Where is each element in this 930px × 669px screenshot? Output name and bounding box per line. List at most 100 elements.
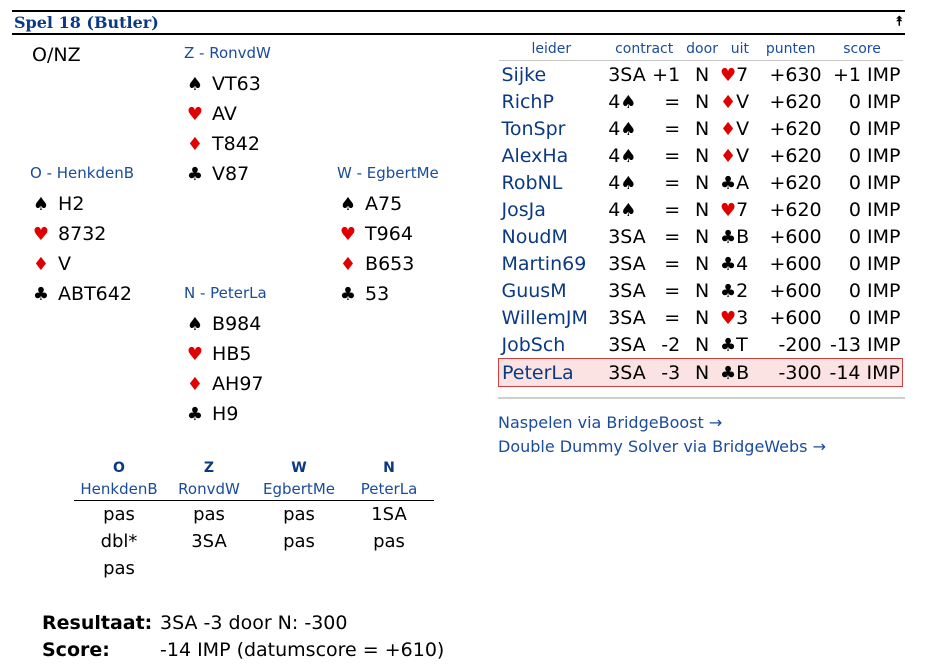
leader-link[interactable]: GuusM xyxy=(501,279,567,302)
club-icon: ♣ xyxy=(720,334,737,356)
lead-card: B xyxy=(736,225,750,248)
declarer-cell: N xyxy=(694,171,710,194)
lead-cell: ♦V xyxy=(720,142,760,169)
lead-card: 3 xyxy=(736,306,749,329)
score-row[interactable]: JosJa 4♠ = N ♥7 +620 0 IMP xyxy=(499,196,903,223)
contract-cell: 3SA = xyxy=(604,223,684,250)
lead-cell: ♣4 xyxy=(720,250,760,277)
contract-level: 3SA xyxy=(608,225,646,248)
score-cell: -13 IMP xyxy=(829,333,901,356)
east-hearts: T964 xyxy=(365,223,413,245)
score-row[interactable]: Sijke 3SA +1 N ♥7 +630 +1 IMP xyxy=(499,61,903,89)
west-clubs: ABT642 xyxy=(58,283,132,305)
club-icon: ♣ xyxy=(186,404,204,425)
declarer-cell: N xyxy=(694,225,710,248)
contract-result: = xyxy=(664,171,681,194)
bidding-table: O Z W N HenkdenB RonvdW EgbertMe PeterLa… xyxy=(74,458,434,582)
contract-result: = xyxy=(664,90,681,113)
points-cell: +600 xyxy=(769,306,822,329)
contract-level: 4 xyxy=(608,171,621,194)
points-cell: +600 xyxy=(769,225,822,248)
bid-cell: dbl* xyxy=(100,531,138,552)
north-hearts: AV xyxy=(212,103,237,125)
contract-level: 3SA xyxy=(608,361,646,384)
leader-link[interactable]: PeterLa xyxy=(498,358,605,387)
leader-link[interactable]: RobNL xyxy=(501,171,563,194)
bid-dir-o: O xyxy=(113,460,125,476)
contract-result: = xyxy=(664,252,681,275)
north-clubs: V87 xyxy=(212,163,250,185)
diamond-icon: ♦ xyxy=(720,91,737,113)
leader-link[interactable]: TonSpr xyxy=(501,117,566,140)
hand-north-title: Z - RonvdW xyxy=(184,44,271,62)
score-row[interactable]: RichP 4♠ = N ♦V +620 0 IMP xyxy=(499,88,903,115)
hand-east-title: W - EgbertMe xyxy=(337,164,439,182)
points-cell: -300 xyxy=(759,358,822,387)
points-cell: -200 xyxy=(778,333,822,356)
score-row[interactable]: WillemJM 3SA = N ♥3 +600 0 IMP xyxy=(499,304,903,331)
bid-cell: pas xyxy=(103,504,135,525)
leader-link[interactable]: WillemJM xyxy=(501,306,588,329)
leader-link[interactable]: AlexHa xyxy=(501,144,569,167)
heart-icon: ♥ xyxy=(32,224,50,245)
score-cell: 0 IMP xyxy=(848,306,901,329)
lead-card: T xyxy=(736,333,748,356)
diamond-icon: ♦ xyxy=(186,134,204,155)
contract-cell: 4♠ = xyxy=(604,88,684,115)
lead-cell: ♣B xyxy=(720,223,760,250)
lead-card: V xyxy=(736,90,750,113)
bid-cell xyxy=(164,555,254,582)
lead-card: B xyxy=(736,361,750,384)
result-label: Resultaat: xyxy=(42,612,153,634)
points-cell: +620 xyxy=(769,171,822,194)
declarer-cell: N xyxy=(694,63,710,86)
hand-south: N - PeterLa ♠ B984 ♥ HB5 ♦ AH97 ♣ H9 xyxy=(184,284,267,429)
diamond-icon: ♦ xyxy=(186,374,204,395)
double-chevron-up-icon[interactable]: ⯭ xyxy=(895,14,903,29)
lead-card: V xyxy=(736,117,750,140)
col-header-contract: contract xyxy=(604,38,685,61)
leader-link[interactable]: Sijke xyxy=(501,63,547,86)
score-row[interactable]: GuusM 3SA = N ♣2 +600 0 IMP xyxy=(499,277,903,304)
west-diamonds: V xyxy=(58,253,72,275)
score-cell: 0 IMP xyxy=(848,198,901,221)
lead-card: 7 xyxy=(736,198,749,221)
leader-link[interactable]: JobSch xyxy=(501,333,566,356)
score-row[interactable]: AlexHa 4♠ = N ♦V +620 0 IMP xyxy=(499,142,903,169)
contract-level: 4 xyxy=(608,198,621,221)
leader-link[interactable]: Martin69 xyxy=(501,252,587,275)
score-row[interactable]: PeterLa 3SA -3 N ♣B -300 -14 IMP xyxy=(498,358,903,387)
score-row[interactable]: Martin69 3SA = N ♣4 +600 0 IMP xyxy=(499,250,903,277)
score-row[interactable]: TonSpr 4♠ = N ♦V +620 0 IMP xyxy=(499,115,903,142)
leader-link[interactable]: NoudM xyxy=(501,225,568,248)
heart-icon: ♥ xyxy=(186,344,204,365)
contract-cell: 3SA = xyxy=(604,277,684,304)
score-row[interactable]: JobSch 3SA -2 N ♣T -200 -13 IMP xyxy=(499,331,903,359)
leader-link[interactable]: JosJa xyxy=(501,198,546,221)
declarer-cell: N xyxy=(694,333,710,356)
points-cell: +620 xyxy=(769,198,822,221)
bid-row: pas xyxy=(74,555,434,582)
bid-cell: pas xyxy=(103,558,135,579)
declarer-cell: N xyxy=(694,279,710,302)
lead-cell: ♥7 xyxy=(720,61,760,89)
bridgeboost-link[interactable]: Naspelen via BridgeBoost → xyxy=(498,413,723,432)
score-cell: 0 IMP xyxy=(848,171,901,194)
bid-dir-n: N xyxy=(383,460,395,476)
score-row[interactable]: RobNL 4♠ = N ♣A +620 0 IMP xyxy=(499,169,903,196)
score-row[interactable]: NoudM 3SA = N ♣B +600 0 IMP xyxy=(499,223,903,250)
hand-west: O - HenkdenB ♠ H2 ♥ 8732 ♦ V ♣ ABT642 xyxy=(30,164,134,309)
lead-cell: ♦V xyxy=(720,88,760,115)
points-cell: +620 xyxy=(769,117,822,140)
contract-level: 3SA xyxy=(608,252,646,275)
spade-icon: ♠ xyxy=(620,199,637,221)
club-icon: ♣ xyxy=(720,280,737,302)
leader-link[interactable]: RichP xyxy=(501,90,554,113)
lead-cell: ♦V xyxy=(720,115,760,142)
bid-row: pas pas pas 1SA xyxy=(74,501,434,529)
result-value: 3SA -3 door N: -300 xyxy=(160,612,348,634)
contract-cell: 3SA = xyxy=(604,304,684,331)
double-dummy-solver-link[interactable]: Double Dummy Solver via BridgeWebs → xyxy=(498,437,827,456)
contract-level: 3SA xyxy=(608,333,646,356)
contract-cell: 4♠ = xyxy=(604,196,684,223)
